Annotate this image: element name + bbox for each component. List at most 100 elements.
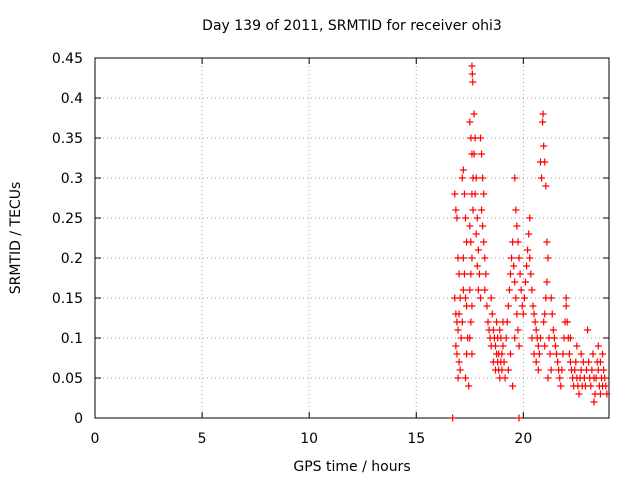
data-point [479, 222, 487, 230]
data-point [602, 382, 610, 390]
data-point [462, 294, 470, 302]
data-point [562, 302, 570, 310]
data-point [543, 238, 551, 246]
data-point [540, 318, 548, 326]
data-point [470, 150, 478, 158]
data-point [542, 182, 550, 190]
data-point [468, 70, 476, 78]
data-point [518, 302, 526, 310]
data-point [557, 382, 565, 390]
y-axis-label: SRMTID / TECUs [8, 182, 24, 295]
y-tick-label: 0.25 [52, 211, 83, 227]
grid-lines [95, 58, 609, 418]
data-point [477, 294, 484, 302]
data-point [511, 278, 519, 286]
data-point [458, 174, 466, 182]
data-point [544, 254, 552, 262]
data-point [460, 190, 468, 198]
y-tick-label: 0.3 [61, 171, 83, 187]
data-point [584, 326, 592, 334]
data-point [459, 286, 467, 294]
chart-title: Day 139 of 2011, SRMTID for receiver ohi… [202, 18, 502, 34]
data-point [530, 310, 538, 318]
data-point [510, 262, 518, 270]
data-point [554, 358, 562, 366]
data-point [458, 318, 466, 326]
data-point [487, 294, 495, 302]
data-point [467, 318, 475, 326]
data-point [540, 142, 548, 150]
y-tick-label: 0.4 [61, 91, 83, 107]
data-point [539, 118, 547, 126]
data-point [454, 374, 462, 382]
data-point [541, 158, 549, 166]
data-point [596, 390, 604, 398]
data-point [495, 350, 503, 358]
data-point [544, 374, 552, 382]
data-point [511, 174, 519, 182]
data-point [521, 278, 529, 286]
data-point [513, 310, 521, 318]
data-point [478, 150, 486, 158]
data-point [473, 214, 481, 222]
data-point [481, 254, 489, 262]
data-point [499, 342, 507, 350]
data-point [462, 214, 470, 222]
data-point [596, 358, 604, 366]
y-tick-label: 0.2 [61, 251, 83, 267]
data-point [519, 310, 527, 318]
data-point [480, 238, 488, 246]
data-point [538, 174, 546, 182]
data-point [504, 366, 512, 374]
y-tick-label: 0.45 [52, 51, 83, 67]
data-point [474, 246, 482, 254]
data-point [502, 334, 510, 342]
y-tick-label: 0 [74, 411, 83, 427]
data-point [528, 334, 536, 342]
data-point [585, 358, 593, 366]
data-point [589, 350, 597, 358]
data-point [514, 238, 522, 246]
data-point [455, 358, 463, 366]
data-point [515, 342, 523, 350]
data-point [471, 190, 479, 198]
data-point [549, 326, 557, 334]
data-point [469, 206, 477, 214]
data-point [515, 414, 523, 422]
data-point [493, 318, 501, 326]
data-point [528, 286, 536, 294]
data-point [455, 310, 463, 318]
data-point [524, 246, 532, 254]
data-point [529, 302, 537, 310]
data-point [456, 366, 464, 374]
x-tick-label: 20 [514, 431, 532, 447]
data-point [531, 318, 539, 326]
data-point [536, 334, 544, 342]
data-point [462, 374, 470, 382]
data-point [599, 350, 607, 358]
data-point [571, 366, 579, 374]
data-point [532, 358, 540, 366]
data-point [459, 254, 467, 262]
data-point [553, 350, 561, 358]
x-tick-label: 10 [300, 431, 318, 447]
x-tick-label: 0 [91, 431, 100, 447]
data-point [480, 190, 488, 198]
data-point [551, 342, 559, 350]
data-point [466, 286, 474, 294]
data-point [527, 270, 535, 278]
data-point [577, 350, 585, 358]
data-point [508, 254, 516, 262]
data-point [475, 270, 483, 278]
data-point [481, 286, 489, 294]
data-point [541, 342, 549, 350]
data-point [460, 270, 468, 278]
data-point [534, 342, 542, 350]
data-point [532, 326, 540, 334]
data-point [489, 326, 497, 334]
data-point [472, 230, 480, 238]
data-point [496, 326, 504, 334]
data-point [514, 326, 522, 334]
data-points [449, 62, 611, 422]
